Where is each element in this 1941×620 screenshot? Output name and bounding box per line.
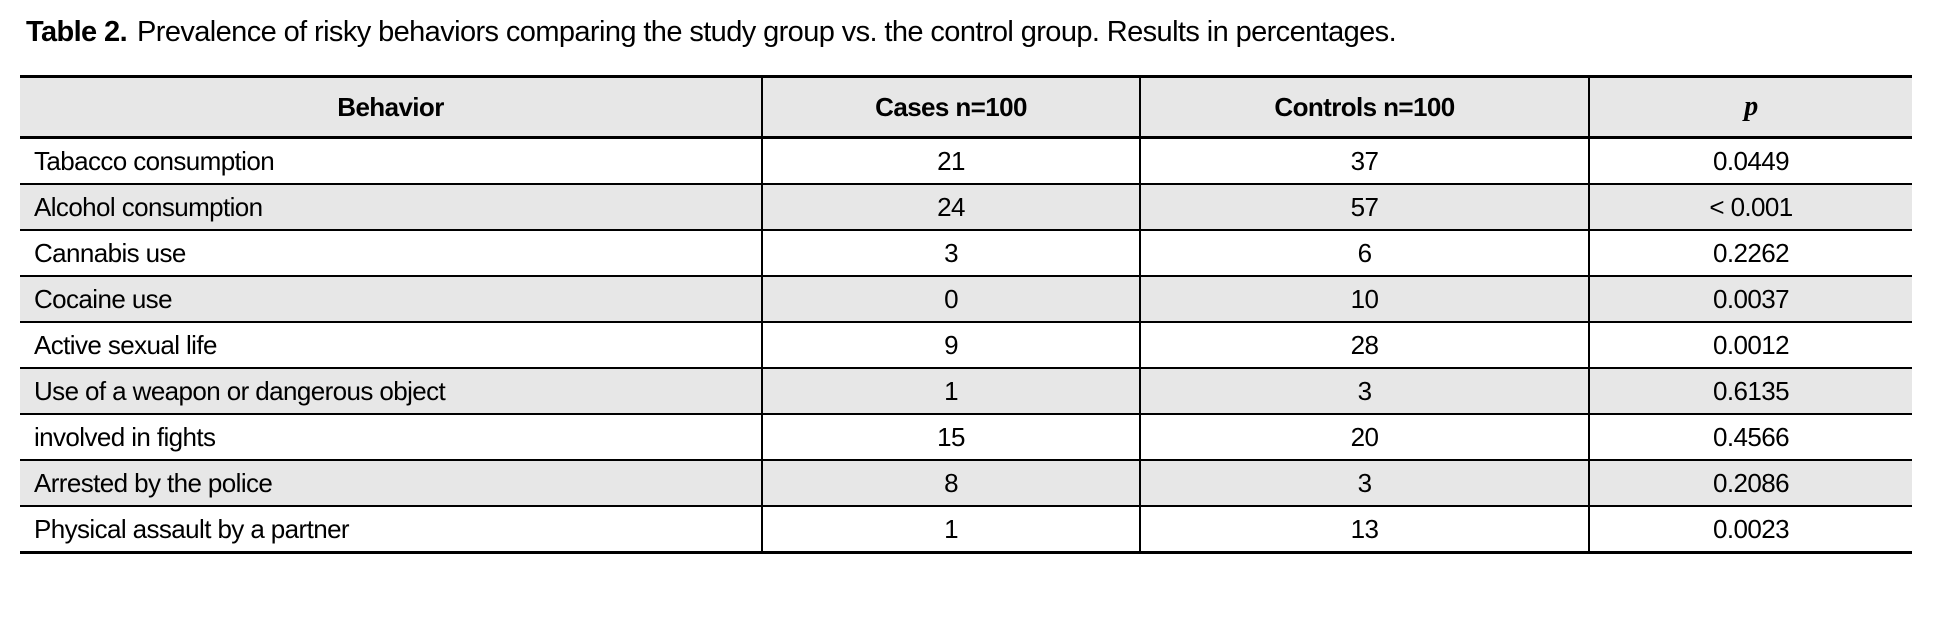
column-header-p: p [1588, 75, 1912, 139]
table-header-row: Behavior Cases n=100 Controls n=100 p [20, 75, 1912, 139]
table-row: Tabacco consumption 21 37 0.0449 [20, 137, 1912, 185]
cases-cell: 9 [761, 322, 1140, 369]
table-row: involved in fights 15 20 0.4566 [20, 414, 1912, 461]
p-value-cell: < 0.001 [1588, 184, 1912, 231]
controls-cell: 3 [1139, 368, 1589, 415]
behavior-cell: Alcohol consumption [20, 184, 762, 231]
column-header-behavior: Behavior [20, 75, 762, 139]
table-row: Active sexual life 9 28 0.0012 [20, 322, 1912, 369]
controls-cell: 28 [1139, 322, 1589, 369]
controls-cell: 13 [1139, 506, 1589, 554]
p-value-cell: 0.2262 [1588, 230, 1912, 277]
cases-cell: 3 [761, 230, 1140, 277]
p-value-cell: 0.2086 [1588, 460, 1912, 507]
controls-cell: 37 [1139, 137, 1589, 185]
controls-cell: 10 [1139, 276, 1589, 323]
behavior-cell: Cocaine use [20, 276, 762, 323]
behavior-cell: Arrested by the police [20, 460, 762, 507]
cases-cell: 21 [761, 137, 1140, 185]
behavior-cell: Use of a weapon or dangerous object [20, 368, 762, 415]
table-caption-text: Prevalence of risky behaviors comparing … [137, 16, 1397, 48]
table-row: Use of a weapon or dangerous object 1 3 … [20, 368, 1912, 415]
table-caption: Table 2. Prevalence of risky behaviors co… [26, 16, 1941, 49]
p-value-cell: 0.4566 [1588, 414, 1912, 461]
cases-cell: 1 [761, 368, 1140, 415]
table-caption-label: Table 2. [26, 16, 128, 48]
behavior-cell: involved in fights [20, 414, 762, 461]
p-value-cell: 0.6135 [1588, 368, 1912, 415]
controls-cell: 20 [1139, 414, 1589, 461]
table-row: Cannabis use 3 6 0.2262 [20, 230, 1912, 277]
p-value-cell: 0.0012 [1588, 322, 1912, 369]
table-row: Cocaine use 0 10 0.0037 [20, 276, 1912, 323]
p-value-cell: 0.0449 [1588, 137, 1912, 185]
cases-cell: 1 [761, 506, 1140, 554]
behavior-cell: Physical assault by a partner [20, 506, 762, 554]
controls-cell: 6 [1139, 230, 1589, 277]
table-row: Physical assault by a partner 1 13 0.002… [20, 506, 1912, 554]
cases-cell: 15 [761, 414, 1140, 461]
cases-cell: 8 [761, 460, 1140, 507]
p-value-cell: 0.0037 [1588, 276, 1912, 323]
behavior-cell: Active sexual life [20, 322, 762, 369]
prevalence-table: Behavior Cases n=100 Controls n=100 p Ta… [20, 75, 1912, 554]
behavior-cell: Tabacco consumption [20, 137, 762, 185]
controls-cell: 3 [1139, 460, 1589, 507]
behavior-cell: Cannabis use [20, 230, 762, 277]
table-row: Alcohol consumption 24 57 < 0.001 [20, 184, 1912, 231]
cases-cell: 0 [761, 276, 1140, 323]
table-row: Arrested by the police 8 3 0.2086 [20, 460, 1912, 507]
p-value-cell: 0.0023 [1588, 506, 1912, 554]
controls-cell: 57 [1139, 184, 1589, 231]
column-header-controls: Controls n=100 [1139, 75, 1589, 139]
column-header-cases: Cases n=100 [761, 75, 1140, 139]
cases-cell: 24 [761, 184, 1140, 231]
